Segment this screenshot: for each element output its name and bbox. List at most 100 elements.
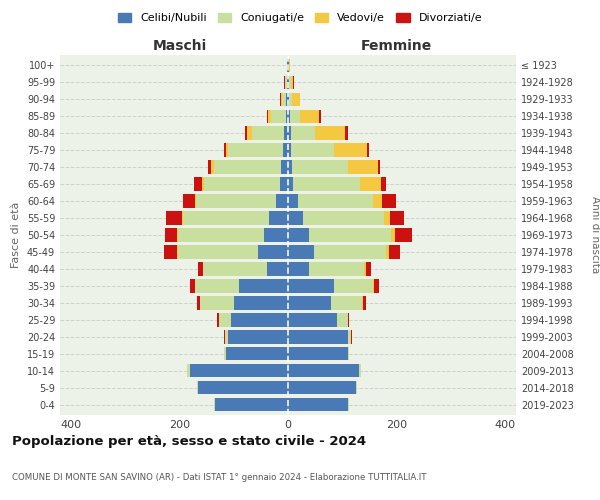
Bar <box>204 178 280 190</box>
Bar <box>288 110 290 123</box>
Bar <box>194 178 202 190</box>
Bar <box>389 246 400 258</box>
Bar <box>337 314 348 326</box>
Bar <box>211 160 214 173</box>
Bar <box>315 126 345 140</box>
Bar <box>225 330 228 344</box>
Bar <box>288 194 298 207</box>
Bar <box>286 92 288 106</box>
Bar <box>194 280 239 292</box>
Bar <box>288 280 334 292</box>
Bar <box>234 296 288 310</box>
Bar <box>199 381 288 394</box>
Bar <box>202 178 204 190</box>
Bar <box>228 144 283 156</box>
Bar <box>348 160 377 173</box>
Text: Popolazione per età, sesso e stato civile - 2024: Popolazione per età, sesso e stato civil… <box>12 435 366 448</box>
Bar <box>276 194 288 207</box>
Bar <box>258 246 288 258</box>
Bar <box>280 178 288 190</box>
Bar <box>228 330 288 344</box>
Bar <box>215 398 288 411</box>
Bar <box>291 126 315 140</box>
Bar <box>247 126 252 140</box>
Bar <box>288 178 293 190</box>
Bar <box>182 212 183 224</box>
Bar <box>383 212 390 224</box>
Bar <box>190 364 288 378</box>
Bar <box>345 126 348 140</box>
Bar <box>298 194 373 207</box>
Bar <box>391 228 395 241</box>
Bar <box>224 144 226 156</box>
Bar <box>182 194 194 207</box>
Bar <box>363 296 365 310</box>
Bar <box>359 178 382 190</box>
Bar <box>284 126 288 140</box>
Y-axis label: Anni di nascita: Anni di nascita <box>590 196 600 274</box>
Bar <box>197 296 200 310</box>
Bar <box>319 110 320 123</box>
Bar <box>269 212 288 224</box>
Bar <box>252 126 284 140</box>
Bar <box>268 110 271 123</box>
Bar <box>217 314 219 326</box>
Bar <box>364 262 365 276</box>
Bar <box>382 194 396 207</box>
Bar <box>226 144 228 156</box>
Bar <box>214 160 281 173</box>
Bar <box>390 212 404 224</box>
Bar <box>331 296 362 310</box>
Legend: Celibi/Nubili, Coniugati/e, Vedovi/e, Divorziati/e: Celibi/Nubili, Coniugati/e, Vedovi/e, Di… <box>116 10 484 26</box>
Bar <box>373 280 374 292</box>
Bar <box>190 280 194 292</box>
Bar <box>291 144 334 156</box>
Bar <box>198 262 203 276</box>
Bar <box>374 280 379 292</box>
Bar <box>288 347 348 360</box>
Bar <box>196 194 276 207</box>
Bar <box>308 262 364 276</box>
Bar <box>178 246 258 258</box>
Bar <box>288 76 289 89</box>
Bar <box>288 296 331 310</box>
Bar <box>288 262 308 276</box>
Bar <box>287 76 288 89</box>
Bar <box>348 314 349 326</box>
Bar <box>285 76 287 89</box>
Text: Maschi: Maschi <box>152 40 206 54</box>
Bar <box>289 92 292 106</box>
Bar <box>183 212 269 224</box>
Bar <box>395 228 412 241</box>
Bar <box>290 110 301 123</box>
Bar <box>288 381 356 394</box>
Bar <box>359 364 361 378</box>
Bar <box>166 212 182 224</box>
Bar <box>219 314 231 326</box>
Bar <box>231 314 288 326</box>
Bar <box>197 381 199 394</box>
Bar <box>286 110 288 123</box>
Bar <box>348 330 351 344</box>
Bar <box>334 280 373 292</box>
Bar <box>282 92 286 106</box>
Bar <box>288 364 359 378</box>
Bar <box>200 296 234 310</box>
Bar <box>288 228 308 241</box>
Bar <box>288 126 291 140</box>
Bar <box>224 347 226 360</box>
Bar <box>348 347 349 360</box>
Bar <box>348 398 349 411</box>
Bar <box>292 92 300 106</box>
Bar <box>367 144 370 156</box>
Bar <box>263 228 288 241</box>
Bar <box>164 246 177 258</box>
Bar <box>334 144 367 156</box>
Bar <box>281 92 282 106</box>
Bar <box>288 212 303 224</box>
Bar <box>288 330 348 344</box>
Bar <box>203 262 268 276</box>
Bar <box>208 160 211 173</box>
Bar <box>356 381 357 394</box>
Bar <box>377 160 380 173</box>
